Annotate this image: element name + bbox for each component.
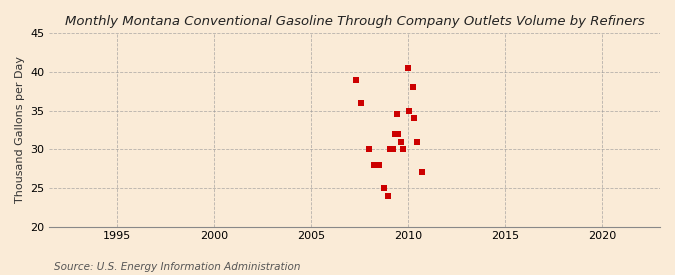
- Point: [369, 163, 379, 167]
- Point: [389, 132, 400, 136]
- Point: [350, 78, 361, 82]
- Point: [356, 101, 367, 105]
- Point: [404, 108, 414, 113]
- Point: [391, 112, 402, 117]
- Point: [373, 163, 384, 167]
- Point: [409, 116, 420, 120]
- Title: Monthly Montana Conventional Gasoline Through Company Outlets Volume by Refiners: Monthly Montana Conventional Gasoline Th…: [65, 15, 645, 28]
- Point: [398, 147, 408, 152]
- Point: [407, 85, 418, 90]
- Point: [383, 194, 394, 198]
- Point: [378, 186, 389, 190]
- Y-axis label: Thousand Gallons per Day: Thousand Gallons per Day: [15, 56, 25, 204]
- Point: [388, 147, 399, 152]
- Point: [417, 170, 428, 175]
- Point: [396, 139, 407, 144]
- Text: Source: U.S. Energy Information Administration: Source: U.S. Energy Information Administ…: [54, 262, 300, 272]
- Point: [364, 147, 375, 152]
- Point: [412, 139, 423, 144]
- Point: [385, 147, 396, 152]
- Point: [393, 132, 404, 136]
- Point: [402, 66, 413, 70]
